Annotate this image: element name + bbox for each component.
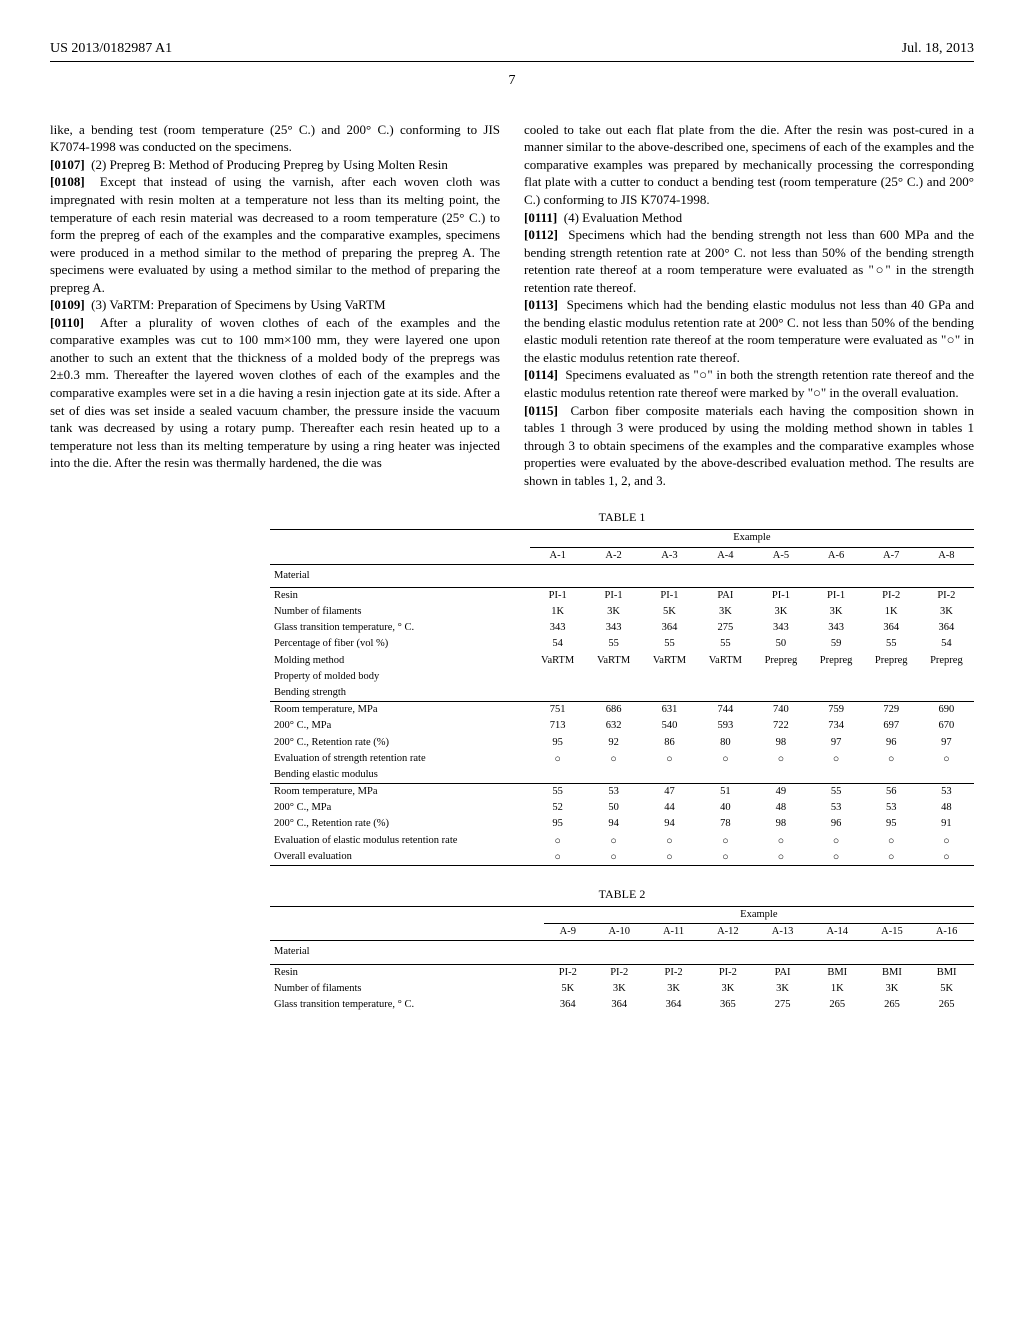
table-row: Overall evaluation○○○○○○○○ [270,849,974,866]
para-0113: [0113] Specimens which had the bending e… [524,296,974,366]
table-row: Evaluation of elastic modulus retention … [270,833,974,849]
table-2-col-headers: A-9 A-10 A-11 A-12 A-13 A-14 A-15 A-16 [270,924,974,941]
para-0108: [0108] Except that instead of using the … [50,173,500,296]
para-0109: [0109] (3) VaRTM: Preparation of Specime… [50,296,500,314]
table-row: Glass transition temperature, ° C.343343… [270,620,974,636]
table-row: 200° C., MPa713632540593722734697670 [270,718,974,734]
table-2: TABLE 2 Example A-9 A-10 A-11 A-12 A-13 … [270,886,974,1013]
table-row: Room temperature, MPa5553475149555653 [270,784,974,800]
body-text: like, a bending test (room temperature (… [50,121,974,489]
para-continuation: like, a bending test (room temperature (… [50,121,500,156]
table-1-material-header: Material [270,565,530,588]
page-number: 7 [50,72,974,91]
table-row: 200° C., MPa5250444048535348 [270,800,974,816]
para-0107: [0107] (2) Prepreg B: Method of Producin… [50,156,500,174]
table-row: 200° C., Retention rate (%)9592868098979… [270,735,974,751]
table-row: Room temperature, MPa7516866317447407597… [270,702,974,718]
table-row: Glass transition temperature, ° C.364364… [270,997,974,1013]
table-1-group-header: Example [530,530,974,547]
table-row: ResinPI-2PI-2PI-2PI-2PAIBMIBMIBMI [270,965,974,981]
para-0115: [0115] Carbon fiber composite materials … [524,402,974,490]
para-0111: [0111] (4) Evaluation Method [524,209,974,227]
table-row: Bending elastic modulus [270,767,974,784]
table-2-title: TABLE 2 [270,886,974,902]
para-0112: [0112] Specimens which had the bending s… [524,226,974,296]
table-1-col-headers: A-1 A-2 A-3 A-4 A-5 A-6 A-7 A-8 [270,547,974,564]
page-header: US 2013/0182987 A1 Jul. 18, 2013 [50,40,974,62]
table-1-title: TABLE 1 [270,509,974,525]
publication-date: Jul. 18, 2013 [902,40,974,59]
table-row: Percentage of fiber (vol %)5455555550595… [270,636,974,652]
para-0114: [0114] Specimens evaluated as "○" in bot… [524,366,974,401]
table-row: Bending strength [270,685,974,702]
table-2-grid: Example A-9 A-10 A-11 A-12 A-13 A-14 A-1… [270,906,974,1013]
table-2-material-header: Material [270,941,544,964]
table-1: TABLE 1 Example A-1 A-2 A-3 A-4 A-5 A-6 … [270,509,974,866]
para-0110: [0110] After a plurality of woven clothe… [50,314,500,472]
patent-number: US 2013/0182987 A1 [50,40,172,59]
table-1-grid: Example A-1 A-2 A-3 A-4 A-5 A-6 A-7 A-8 … [270,529,974,865]
table-2-group-header: Example [544,907,974,924]
table-row: Evaluation of strength retention rate○○○… [270,751,974,767]
table-row: Molding methodVaRTMVaRTMVaRTMVaRTMPrepre… [270,653,974,669]
para-right-cont: cooled to take out each flat plate from … [524,121,974,209]
table-row: 200° C., Retention rate (%)9594947898969… [270,816,974,832]
table-row: ResinPI-1PI-1PI-1PAIPI-1PI-1PI-2PI-2 [270,588,974,604]
table-row: Property of molded body [270,669,974,685]
table-row: Number of filaments1K3K5K3K3K3K1K3K [270,604,974,620]
table-row: Number of filaments5K3K3K3K3K1K3K5K [270,981,974,997]
